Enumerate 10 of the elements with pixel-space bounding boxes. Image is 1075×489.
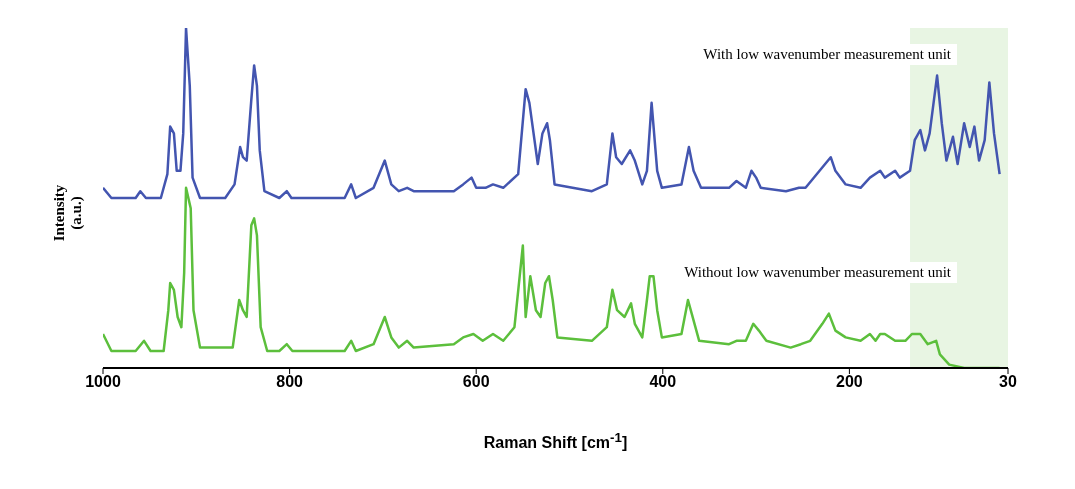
x-axis-title: Raman Shift [cm$^{-1}$] [482, 430, 629, 453]
x-tick-label: 200 [836, 373, 863, 391]
series-label: With low wavenumber measurement unit [697, 43, 957, 65]
x-tick-label: 30 [999, 373, 1017, 391]
series-label: Without low wavenumber measurement unit [678, 262, 957, 284]
y-axis-title: Intensity (a.u.) [51, 184, 85, 242]
x-tick-label: 800 [276, 373, 304, 391]
x-tick-label: 400 [649, 373, 677, 391]
x-tick-label: 1000 [85, 373, 121, 391]
x-tick-label: 600 [462, 373, 490, 391]
